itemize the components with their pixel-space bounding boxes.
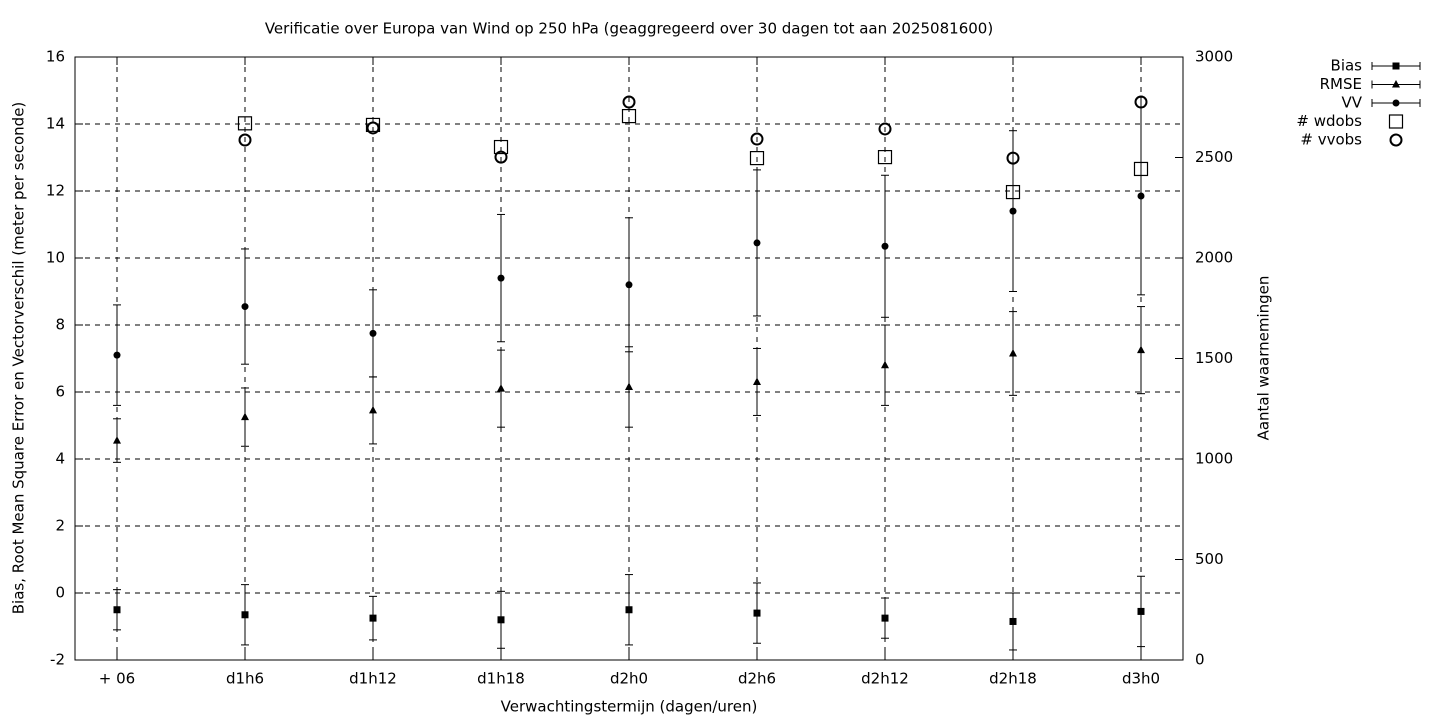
marker	[369, 329, 377, 337]
legend-label: # vvobs	[1300, 131, 1362, 149]
marker	[878, 122, 892, 136]
x-tick-label: d3h0	[1122, 670, 1160, 688]
chart-title: Verificatie over Europa van Wind op 250 …	[265, 20, 993, 38]
marker	[241, 611, 249, 619]
legend-label: RMSE	[1320, 75, 1362, 93]
marker	[497, 384, 505, 392]
y-tick-label: -2	[50, 651, 65, 669]
legend-label: Bias	[1331, 57, 1363, 75]
y2-tick-label: 1000	[1195, 450, 1233, 468]
marker	[1005, 184, 1021, 200]
marker	[494, 150, 508, 164]
legend-marker	[1392, 62, 1400, 70]
legend-marker	[1389, 133, 1403, 147]
marker	[753, 377, 761, 385]
y2-axis-label: Aantal waarnemingen	[1255, 276, 1273, 441]
marker	[1133, 161, 1149, 177]
marker	[621, 108, 637, 124]
marker	[113, 436, 121, 444]
marker	[1134, 95, 1148, 109]
x-tick-label: d2h0	[610, 670, 648, 688]
legend-marker	[1392, 80, 1400, 88]
marker	[366, 121, 380, 135]
marker	[113, 606, 121, 614]
marker	[497, 274, 505, 282]
marker	[881, 614, 889, 622]
y-tick-label: 14	[46, 115, 65, 133]
marker	[625, 281, 633, 289]
marker	[881, 360, 889, 369]
legend-label: VV	[1341, 94, 1362, 112]
legend-marker	[1392, 99, 1400, 107]
marker	[369, 405, 377, 414]
x-tick-label: d2h6	[738, 670, 776, 688]
marker	[622, 95, 636, 109]
marker	[1137, 345, 1145, 354]
y2-tick-label: 2000	[1195, 249, 1233, 267]
marker	[625, 606, 633, 614]
marker	[365, 117, 381, 133]
y-tick-label: 12	[46, 182, 65, 200]
marker	[749, 151, 765, 166]
y-tick-label: 4	[55, 450, 65, 468]
marker	[750, 132, 764, 146]
marker	[1006, 151, 1020, 165]
marker	[113, 351, 121, 359]
y-axis-label: Bias, Root Mean Square Error en Vectorve…	[10, 102, 28, 615]
x-axis-label: Verwachtingstermijn (dagen/uren)	[501, 698, 758, 716]
x-tick-label: d2h12	[861, 670, 909, 688]
marker	[1009, 348, 1017, 357]
y-tick-label: 16	[46, 48, 65, 66]
y-tick-label: 0	[55, 584, 65, 602]
marker	[1009, 617, 1017, 625]
x-tick-label: d1h18	[477, 670, 525, 688]
y-tick-label: 2	[55, 517, 65, 535]
y2-tick-label: 500	[1195, 550, 1224, 568]
marker	[881, 242, 889, 250]
y-tick-label: 8	[55, 316, 65, 334]
y2-tick-label: 3000	[1195, 48, 1233, 66]
x-tick-label: + 06	[99, 670, 135, 688]
marker	[241, 303, 249, 311]
y2-tick-label: 0	[1195, 651, 1205, 669]
marker	[237, 116, 253, 131]
x-tick-label: d2h18	[989, 670, 1037, 688]
y2-tick-label: 1500	[1195, 349, 1233, 367]
x-tick-label: d1h6	[226, 670, 264, 688]
y-tick-label: 6	[55, 383, 65, 401]
marker	[238, 133, 252, 147]
y2-tick-label: 2500	[1195, 148, 1233, 166]
x-tick-label: d1h12	[349, 670, 397, 688]
marker	[493, 139, 509, 155]
marker	[625, 382, 633, 390]
marker	[877, 149, 893, 165]
marker	[369, 614, 377, 622]
marker	[1137, 607, 1145, 615]
marker	[241, 412, 249, 421]
marker	[753, 609, 761, 617]
marker	[1009, 207, 1017, 215]
marker	[497, 616, 505, 624]
marker	[753, 239, 761, 247]
marker	[1137, 192, 1145, 200]
y-tick-label: 10	[46, 249, 65, 267]
legend-label: # wdobs	[1296, 112, 1362, 130]
legend-marker	[1388, 114, 1404, 129]
